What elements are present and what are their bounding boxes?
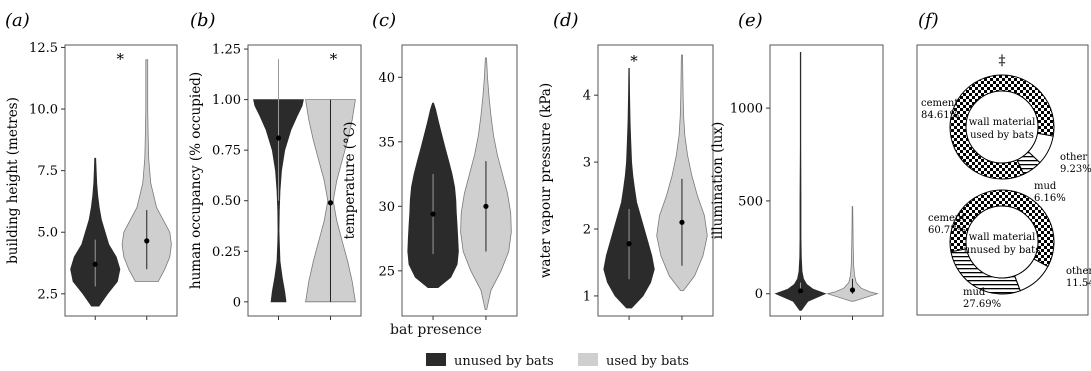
plot-frame <box>247 44 362 317</box>
donut-hole <box>965 205 1039 279</box>
mean-point <box>797 288 804 294</box>
donut-center-label: wall material <box>969 117 1036 128</box>
legend-swatch-unused <box>426 353 446 366</box>
donut-center-label: wall material <box>969 232 1036 243</box>
slice-value-cement: 84.61% <box>921 110 959 121</box>
violin-unused <box>70 157 121 307</box>
panel-d: (d) 1 2 3 4 water vapour pressure (kPa) * <box>538 10 714 320</box>
y-tick-label: 0.25 <box>212 245 241 260</box>
y-axis-label: water vapour pressure (kPa) <box>538 83 554 278</box>
mean-point <box>679 219 685 225</box>
shared-x-axis-label: bat presence <box>390 322 482 338</box>
mean-point <box>430 211 436 217</box>
significance-marker: * <box>330 50 338 68</box>
panel-b: (b) 0 0.25 0.50 0.75 1.00 1.25 human occupancy … <box>188 10 362 320</box>
slice-value-other: 9.23% <box>1060 164 1091 175</box>
y-tick-label: 5.0 <box>37 226 58 241</box>
y-axis-label: human occupancy (% occupied) <box>188 72 204 289</box>
y-tick-label: 0 <box>755 287 763 302</box>
donut-center-label: unused by bats <box>964 245 1041 256</box>
slice-name-cement: cement <box>921 98 958 109</box>
panel-label: (c) <box>372 10 396 31</box>
panel-label: (a) <box>5 10 30 31</box>
y-tick-label: 12.5 <box>29 41 58 56</box>
mean-point <box>483 203 489 209</box>
slice-value-mud: 27.69% <box>963 299 1001 310</box>
panel-label: (b) <box>190 10 216 31</box>
donut-hole <box>965 90 1039 164</box>
mean-point <box>92 261 98 267</box>
slice-value-other: 11.54% <box>1066 278 1091 289</box>
slice-name-mud: mud <box>1034 181 1057 192</box>
y-tick-label: 3 <box>583 156 591 171</box>
violin-used <box>826 206 879 302</box>
legend-label-used: used by bats <box>606 354 689 369</box>
mean-point <box>144 238 150 244</box>
slice-value-cement: 60.77% <box>928 225 966 236</box>
plot-frame <box>769 44 884 317</box>
y-tick-label: 1.25 <box>212 43 241 58</box>
plot-frame <box>64 44 178 317</box>
violin-used <box>121 59 172 282</box>
violin-unused <box>603 68 655 309</box>
legend-item-unused: unused by bats <box>426 353 554 369</box>
y-tick-label: 0.75 <box>212 144 241 159</box>
y-tick-label: 25 <box>378 264 395 279</box>
plot-frame <box>401 44 518 317</box>
panel-c: (c) 25 30 35 40 temperature (°C) <box>342 10 518 320</box>
legend-swatch-used <box>578 353 598 366</box>
panel-label: (f) <box>918 10 939 31</box>
violin-used <box>656 54 708 292</box>
y-axis-label: illumination (lux) <box>710 122 726 240</box>
y-tick-label: 30 <box>378 200 395 215</box>
y-axis-label: building height (metres) <box>5 97 21 264</box>
mean-point <box>849 287 856 293</box>
slice-name-mud: mud <box>963 287 986 298</box>
mean-point <box>275 135 282 141</box>
slice-value-mud: 6.16% <box>1034 193 1066 204</box>
slice-name-other: other <box>1066 266 1091 277</box>
y-tick-label: 1.00 <box>212 93 241 108</box>
y-tick-label: 1 <box>583 289 591 304</box>
plot-frame <box>916 44 1089 316</box>
y-tick-label: 1000 <box>730 102 763 117</box>
legend-label-unused: unused by bats <box>454 354 554 369</box>
plot-frame <box>597 44 714 317</box>
y-tick-label: 4 <box>583 89 591 104</box>
y-tick-label: 0 <box>233 295 241 310</box>
y-tick-label: 10.0 <box>29 103 58 118</box>
y-tick-label: 2 <box>583 223 591 238</box>
y-tick-label: 0.50 <box>212 194 241 209</box>
slice-name-cement: cement <box>928 213 965 224</box>
donut-center-label: used by bats <box>970 130 1034 141</box>
y-tick-label: 7.5 <box>37 164 58 179</box>
panel-label: (e) <box>738 10 763 31</box>
legend-item-used: used by bats <box>578 353 689 369</box>
significance-marker: * <box>630 52 638 70</box>
y-tick-label: 35 <box>378 135 395 150</box>
significance-marker: ‡ <box>999 53 1006 69</box>
y-axis-label: temperature (°C) <box>342 122 358 240</box>
significance-marker: * <box>116 50 124 68</box>
mean-point <box>327 200 334 206</box>
y-tick-label: 500 <box>738 194 763 209</box>
violin-unused <box>774 52 827 311</box>
y-tick-label: 40 <box>378 71 395 86</box>
mean-point <box>626 241 632 247</box>
y-tick-label: 2.5 <box>37 287 58 302</box>
panel-a: (a) 2.5 5.0 7.5 10.0 12.5 building height (met… <box>5 10 178 320</box>
panel-label: (d) <box>553 10 579 31</box>
slice-name-other: other <box>1060 152 1087 163</box>
panel-e: (e) 0 500 1000 illumination (lux) <box>710 10 884 320</box>
